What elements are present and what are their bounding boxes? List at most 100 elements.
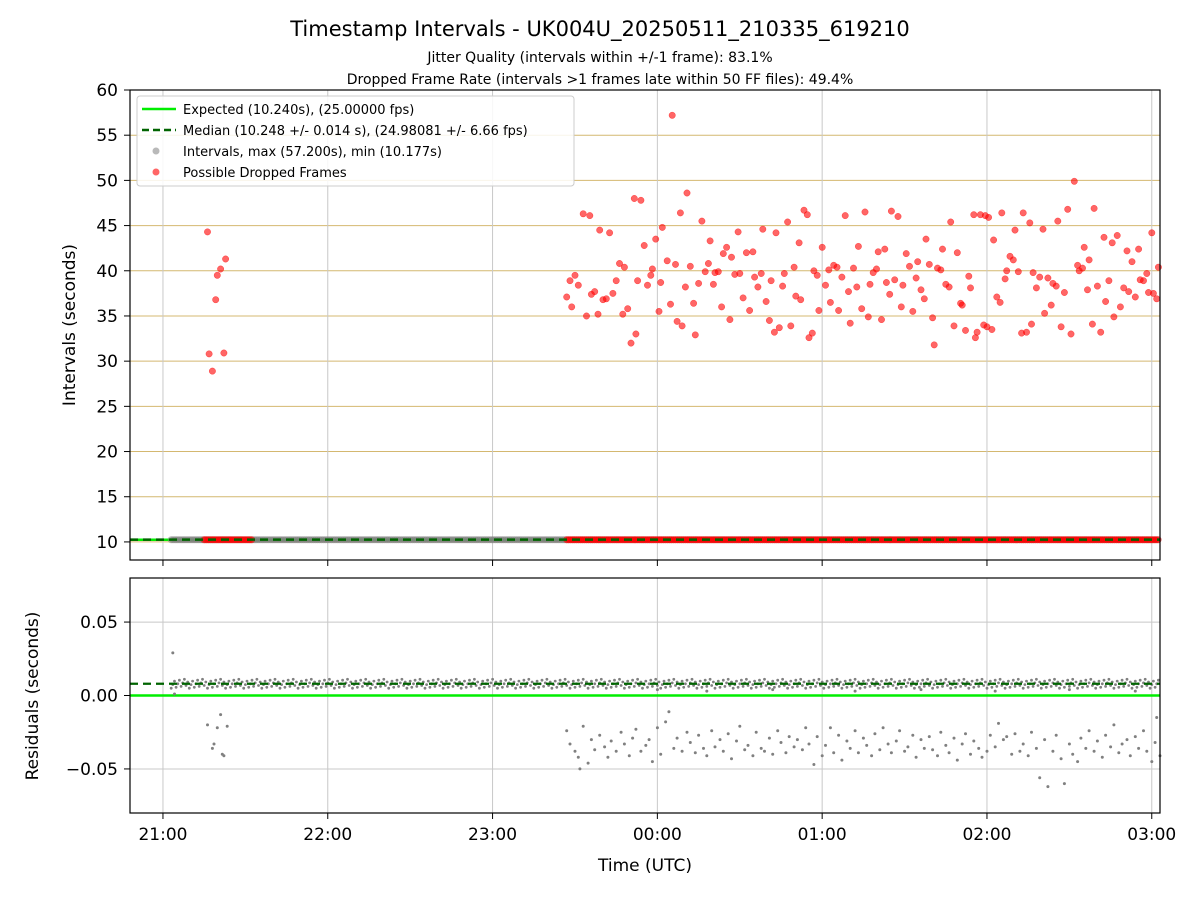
residual-point bbox=[1076, 686, 1079, 690]
residual-point bbox=[753, 679, 756, 683]
residual-point bbox=[977, 746, 981, 750]
dropped-frame-point bbox=[930, 341, 938, 349]
dropped-frame-point bbox=[887, 207, 895, 215]
residual-point bbox=[911, 733, 915, 737]
dropped-frame-point bbox=[695, 279, 703, 287]
dropped-frame-point bbox=[861, 208, 869, 216]
residual-point bbox=[1008, 685, 1012, 689]
residual-point bbox=[985, 686, 989, 690]
residual-point bbox=[998, 677, 1002, 681]
residual-point bbox=[705, 754, 709, 758]
residual-point bbox=[972, 739, 976, 743]
dropped-frame-point bbox=[644, 281, 651, 289]
residual-point bbox=[323, 678, 326, 682]
dropped-frame-point bbox=[779, 282, 787, 290]
dropped-frame-point bbox=[658, 223, 666, 231]
residual-point bbox=[1038, 776, 1042, 780]
residual-point bbox=[672, 677, 676, 681]
residual-point bbox=[622, 742, 626, 746]
residual-point bbox=[708, 677, 712, 681]
residual-point bbox=[776, 729, 780, 733]
residual-point bbox=[997, 681, 1000, 685]
dropped-frame-point bbox=[754, 283, 762, 291]
residual-point bbox=[647, 738, 651, 742]
residual-point bbox=[229, 685, 232, 689]
residual-point bbox=[1026, 685, 1030, 689]
residual-point bbox=[225, 724, 229, 728]
residual-point bbox=[913, 686, 916, 690]
dropped-frame-point bbox=[704, 260, 712, 267]
residual-point bbox=[309, 677, 313, 681]
residual-point bbox=[333, 686, 336, 690]
y-tick-label: 20 bbox=[96, 443, 118, 463]
residual-point bbox=[1013, 685, 1017, 688]
dropped-frame-point bbox=[1113, 232, 1121, 239]
residual-point bbox=[726, 677, 730, 681]
residual-point bbox=[794, 678, 798, 682]
residual-point bbox=[807, 742, 811, 746]
residual-point bbox=[589, 738, 593, 742]
residual-point bbox=[787, 735, 791, 739]
residual-point bbox=[1109, 745, 1113, 749]
residual-point bbox=[1025, 679, 1028, 683]
dropped-frame-point bbox=[965, 272, 973, 280]
dropped-frame-point bbox=[1052, 282, 1060, 290]
residual-point bbox=[476, 680, 480, 684]
residual-point bbox=[301, 685, 305, 689]
dropped-frame-point bbox=[894, 213, 902, 220]
dropped-frame-point bbox=[818, 243, 826, 251]
residual-point bbox=[481, 679, 485, 683]
residual-point bbox=[263, 679, 267, 683]
residual-point bbox=[651, 685, 654, 688]
residual-point bbox=[1125, 738, 1129, 742]
dropped-frame-point bbox=[826, 298, 834, 306]
residual-point bbox=[519, 685, 522, 689]
residual-point bbox=[591, 685, 595, 689]
residual-point bbox=[922, 746, 926, 750]
residual-point bbox=[865, 743, 869, 747]
dropped-frame-point bbox=[701, 268, 709, 276]
residual-point bbox=[1046, 785, 1050, 789]
residual-point bbox=[197, 685, 201, 688]
residual-point bbox=[1063, 685, 1066, 689]
residual-point bbox=[532, 686, 536, 690]
residual-point bbox=[431, 678, 435, 682]
residual-point bbox=[206, 686, 209, 690]
residual-point bbox=[334, 683, 338, 686]
dropped-frame-point bbox=[1054, 217, 1062, 225]
residual-point bbox=[710, 684, 714, 687]
residual-point bbox=[773, 685, 776, 689]
residual-point bbox=[473, 677, 476, 681]
dropped-frame-point bbox=[591, 288, 599, 296]
residual-point bbox=[799, 677, 803, 681]
residual-point bbox=[387, 686, 391, 690]
residual-point bbox=[354, 679, 358, 683]
residual-point bbox=[1087, 681, 1091, 685]
residual-point bbox=[767, 736, 771, 740]
residual-point bbox=[941, 685, 944, 688]
dropped-frame-point bbox=[882, 279, 890, 286]
residual-point bbox=[947, 751, 951, 755]
residual-point bbox=[970, 679, 974, 683]
residual-point bbox=[926, 677, 929, 681]
residual-point bbox=[687, 685, 691, 688]
residual-point bbox=[179, 685, 183, 688]
legend-dropped-swatch bbox=[152, 168, 160, 176]
residual-point bbox=[972, 685, 976, 689]
residual-point bbox=[988, 733, 992, 737]
residual-point bbox=[1011, 678, 1015, 682]
residual-point bbox=[903, 678, 906, 682]
residual-point bbox=[377, 678, 381, 682]
residual-point bbox=[697, 683, 700, 686]
dropped-frame-point bbox=[609, 289, 617, 297]
residual-point bbox=[850, 685, 854, 688]
residual-point bbox=[346, 677, 349, 681]
residual-point bbox=[250, 678, 254, 682]
residual-point bbox=[800, 748, 804, 752]
dropped-frame-point bbox=[996, 298, 1004, 306]
residual-point bbox=[804, 686, 808, 690]
residual-point bbox=[428, 685, 432, 689]
residual-point bbox=[463, 679, 466, 683]
residual-point bbox=[595, 678, 598, 682]
residual-point bbox=[952, 679, 956, 683]
